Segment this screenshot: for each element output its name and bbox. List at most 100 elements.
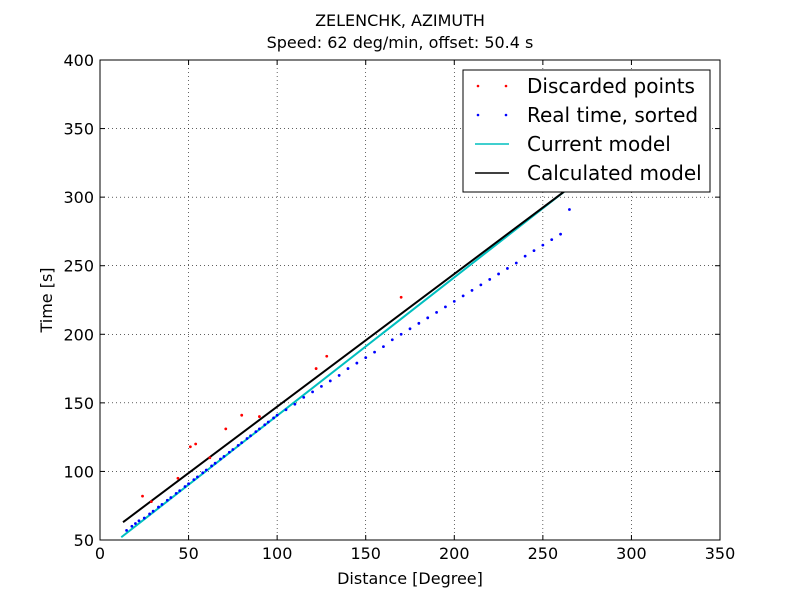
real-time-sorted-point: [134, 522, 137, 525]
real-time-sorted-point: [426, 316, 430, 320]
discarded-points-point: [258, 415, 261, 418]
discarded-points-point: [194, 442, 198, 446]
real-time-sorted-point: [240, 441, 244, 445]
real-time-sorted-point: [550, 238, 554, 242]
real-time-sorted-point: [523, 254, 527, 258]
real-time-sorted-point: [178, 489, 182, 493]
x-tick-label: 350: [705, 544, 736, 563]
real-time-sorted-point: [355, 361, 359, 365]
real-time-sorted-point: [192, 478, 196, 482]
real-time-sorted-point: [130, 524, 134, 528]
real-time-sorted-point: [417, 321, 421, 325]
discarded-points-point: [314, 367, 318, 370]
real-time-sorted-point: [245, 437, 249, 440]
real-time-sorted-point: [222, 454, 226, 458]
x-tick-label: 250: [528, 544, 559, 563]
real-time-sorted-legend-marker: [476, 113, 480, 117]
discarded-points-point: [240, 413, 244, 417]
real-time-sorted-point: [408, 327, 412, 331]
discarded-points-point: [224, 427, 228, 431]
real-time-sorted-point: [266, 420, 270, 424]
real-time-sorted-point: [532, 249, 536, 253]
real-time-sorted-point: [497, 272, 500, 276]
real-time-sorted-point: [219, 457, 222, 461]
real-time-sorted-point: [452, 299, 456, 303]
discarded-points-point: [188, 445, 192, 449]
real-time-sorted-point: [272, 416, 275, 420]
real-time-sorted-point: [444, 305, 447, 309]
real-time-sorted-point: [183, 485, 187, 488]
y-tick-label: 400: [63, 51, 94, 70]
real-time-sorted-point: [125, 529, 128, 532]
real-time-sorted-point: [249, 434, 252, 438]
calculated-model-line: [122, 189, 567, 523]
y-tick-label: 350: [63, 120, 94, 139]
real-time-sorted-point: [364, 356, 368, 359]
x-tick-label: 100: [262, 544, 293, 563]
axes-frame: [99, 59, 721, 541]
real-time-sorted-point: [169, 496, 173, 499]
plot-clipped-group: [120, 189, 571, 539]
discarded-points-point: [208, 456, 212, 460]
discarded-points-point: [141, 494, 144, 498]
real-time-sorted-point: [435, 310, 438, 314]
real-time-sorted-point: [284, 408, 288, 412]
real-time-sorted-point: [461, 294, 465, 298]
real-time-sorted-point: [151, 509, 155, 513]
real-time-sorted-point: [390, 338, 394, 342]
chart-subtitle: Speed: 62 deg/min, offset: 50.4 s: [267, 33, 534, 52]
legend: Discarded points Real time, sorted Current…: [462, 69, 711, 193]
axes-border: [99, 59, 721, 541]
y-axis-label: Time [s]: [37, 267, 56, 333]
real-time-sorted-point: [541, 243, 545, 247]
data-marks: [120, 189, 571, 539]
real-time-sorted-point: [201, 471, 205, 475]
discarded-points-point: [176, 476, 180, 480]
real-time-sorted-point: [337, 374, 341, 377]
real-time-sorted-point: [320, 385, 323, 388]
real-time-sorted-point: [196, 475, 199, 479]
legend-label-calculated-model: Calculated model: [527, 161, 702, 185]
real-time-sorted-point: [559, 232, 562, 236]
x-tick-label: 50: [178, 544, 198, 563]
real-time-sorted-point: [346, 367, 350, 370]
legend-label-real-time-sorted: Real time, sorted: [527, 103, 698, 127]
real-time-sorted-point: [210, 464, 214, 468]
discarded-points-legend-marker: [476, 84, 480, 88]
real-time-sorted-point: [488, 278, 492, 281]
real-time-sorted-point: [479, 283, 483, 287]
chart-title: ZELENCHK, AZIMUTH: [315, 11, 485, 30]
real-time-sorted-point: [148, 512, 152, 516]
x-tick-label: 200: [439, 544, 470, 563]
real-time-sorted-point: [328, 379, 332, 383]
real-time-sorted-point: [160, 502, 164, 506]
real-time-sorted-point: [568, 208, 571, 211]
y-tick-label: 300: [63, 188, 94, 207]
y-tick-label: 250: [63, 257, 94, 276]
real-time-sorted-point: [263, 423, 267, 427]
current-model-line: [120, 189, 567, 539]
real-time-sorted-point: [470, 289, 474, 292]
real-time-sorted-point: [174, 491, 178, 495]
real-time-sorted-point: [293, 402, 297, 406]
y-tick-label: 100: [63, 462, 94, 481]
real-time-sorted-point: [165, 498, 169, 502]
real-time-sorted-point: [311, 390, 314, 394]
real-time-sorted-point: [254, 430, 258, 434]
y-tick-label: 150: [63, 394, 94, 413]
x-tick-label: 150: [350, 544, 381, 563]
real-time-sorted-point: [399, 332, 403, 336]
discarded-points-point: [149, 500, 153, 503]
real-time-sorted-point: [258, 427, 261, 431]
x-tick-label: 0: [95, 544, 105, 563]
real-time-sorted-point: [157, 505, 160, 509]
real-time-sorted-legend-marker: [504, 113, 508, 117]
x-axis-label: Distance [Degree]: [337, 569, 483, 588]
discarded-points-point: [399, 295, 403, 299]
real-time-sorted-point: [231, 448, 235, 451]
real-time-sorted-point: [213, 461, 217, 465]
axis-ticks: 0 50 100 150 200 250 300 3505010015020025030035…: [63, 51, 735, 563]
real-time-sorted-point: [275, 413, 279, 417]
real-time-sorted-point: [204, 468, 208, 472]
